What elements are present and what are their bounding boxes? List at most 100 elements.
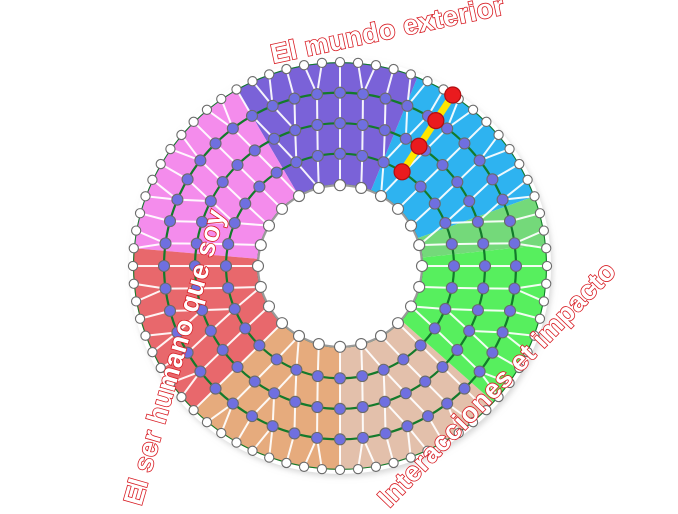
- graph-node[interactable]: [182, 174, 193, 185]
- graph-node[interactable]: [530, 192, 539, 201]
- graph-node[interactable]: [335, 434, 346, 445]
- graph-node[interactable]: [227, 398, 238, 409]
- graph-node[interactable]: [156, 159, 165, 168]
- graph-node[interactable]: [406, 301, 417, 312]
- graph-node[interactable]: [313, 182, 324, 193]
- graph-node[interactable]: [482, 117, 491, 126]
- graph-node[interactable]: [312, 150, 323, 161]
- graph-node[interactable]: [202, 105, 211, 114]
- graph-node[interactable]: [509, 238, 520, 249]
- graph-node[interactable]: [497, 327, 508, 338]
- graph-node[interactable]: [263, 220, 274, 231]
- graph-node[interactable]: [255, 240, 266, 251]
- graph-node[interactable]: [248, 77, 257, 86]
- graph-node[interactable]: [505, 144, 514, 153]
- graph-node[interactable]: [379, 125, 390, 136]
- graph-node[interactable]: [446, 239, 457, 250]
- graph-node[interactable]: [494, 130, 503, 139]
- graph-node[interactable]: [313, 339, 324, 350]
- graph-node[interactable]: [378, 157, 389, 168]
- highlight-node[interactable]: [394, 164, 410, 180]
- graph-node[interactable]: [254, 340, 265, 351]
- graph-node[interactable]: [353, 58, 362, 67]
- graph-node[interactable]: [398, 354, 409, 365]
- graph-node[interactable]: [271, 167, 282, 178]
- graph-node[interactable]: [423, 77, 432, 86]
- graph-node[interactable]: [282, 458, 291, 467]
- graph-node[interactable]: [265, 453, 274, 462]
- graph-node[interactable]: [232, 438, 241, 447]
- graph-node[interactable]: [515, 159, 524, 168]
- graph-node[interactable]: [267, 421, 278, 432]
- graph-node[interactable]: [429, 323, 440, 334]
- graph-node[interactable]: [271, 354, 282, 365]
- graph-node[interactable]: [240, 198, 251, 209]
- graph-node[interactable]: [249, 376, 260, 387]
- graph-node[interactable]: [291, 364, 302, 375]
- graph-node[interactable]: [189, 406, 198, 415]
- graph-node[interactable]: [523, 175, 532, 184]
- graph-node[interactable]: [299, 462, 308, 471]
- graph-node[interactable]: [141, 331, 150, 340]
- graph-node[interactable]: [135, 314, 144, 323]
- graph-node[interactable]: [437, 361, 448, 372]
- graph-node[interactable]: [357, 371, 368, 382]
- graph-node[interactable]: [414, 281, 425, 292]
- graph-node[interactable]: [415, 181, 426, 192]
- graph-node[interactable]: [459, 138, 470, 149]
- graph-node[interactable]: [249, 145, 260, 156]
- graph-node[interactable]: [414, 240, 425, 251]
- graph-node[interactable]: [478, 283, 489, 294]
- graph-node[interactable]: [446, 282, 457, 293]
- graph-node[interactable]: [511, 261, 522, 272]
- graph-node[interactable]: [148, 175, 157, 184]
- graph-node[interactable]: [317, 465, 326, 474]
- highlight-node[interactable]: [411, 138, 427, 154]
- graph-node[interactable]: [539, 297, 548, 306]
- graph-node[interactable]: [402, 421, 413, 432]
- graph-node[interactable]: [542, 244, 551, 253]
- graph-node[interactable]: [294, 330, 305, 341]
- graph-node[interactable]: [449, 261, 460, 272]
- graph-node[interactable]: [487, 347, 498, 358]
- graph-node[interactable]: [539, 226, 548, 235]
- graph-node[interactable]: [294, 191, 305, 202]
- graph-node[interactable]: [429, 198, 440, 209]
- graph-node[interactable]: [217, 94, 226, 103]
- graph-node[interactable]: [129, 244, 138, 253]
- graph-node[interactable]: [505, 305, 516, 316]
- graph-node[interactable]: [229, 303, 240, 314]
- graph-node[interactable]: [392, 203, 403, 214]
- graph-node[interactable]: [464, 196, 475, 207]
- graph-node[interactable]: [480, 261, 491, 272]
- graph-node[interactable]: [487, 174, 498, 185]
- graph-node[interactable]: [380, 428, 391, 439]
- graph-node[interactable]: [277, 203, 288, 214]
- graph-node[interactable]: [335, 373, 346, 384]
- graph-node[interactable]: [267, 100, 278, 111]
- graph-node[interactable]: [415, 340, 426, 351]
- graph-node[interactable]: [357, 150, 368, 161]
- graph-node[interactable]: [148, 348, 157, 357]
- graph-node[interactable]: [232, 160, 243, 171]
- graph-node[interactable]: [371, 61, 380, 70]
- graph-node[interactable]: [335, 403, 346, 414]
- graph-node[interactable]: [240, 323, 251, 334]
- graph-node[interactable]: [505, 216, 516, 227]
- graph-node[interactable]: [417, 261, 428, 272]
- graph-node[interactable]: [335, 180, 346, 191]
- graph-node[interactable]: [406, 70, 415, 79]
- graph-node[interactable]: [472, 305, 483, 316]
- graph-node[interactable]: [223, 282, 234, 293]
- graph-node[interactable]: [406, 220, 417, 231]
- graph-node[interactable]: [229, 218, 240, 229]
- graph-node[interactable]: [423, 411, 434, 422]
- graph-node[interactable]: [442, 398, 453, 409]
- graph-node[interactable]: [132, 226, 141, 235]
- graph-node[interactable]: [291, 157, 302, 168]
- graph-node[interactable]: [400, 388, 411, 399]
- graph-node[interactable]: [335, 341, 346, 352]
- graph-node[interactable]: [129, 279, 138, 288]
- graph-node[interactable]: [440, 218, 451, 229]
